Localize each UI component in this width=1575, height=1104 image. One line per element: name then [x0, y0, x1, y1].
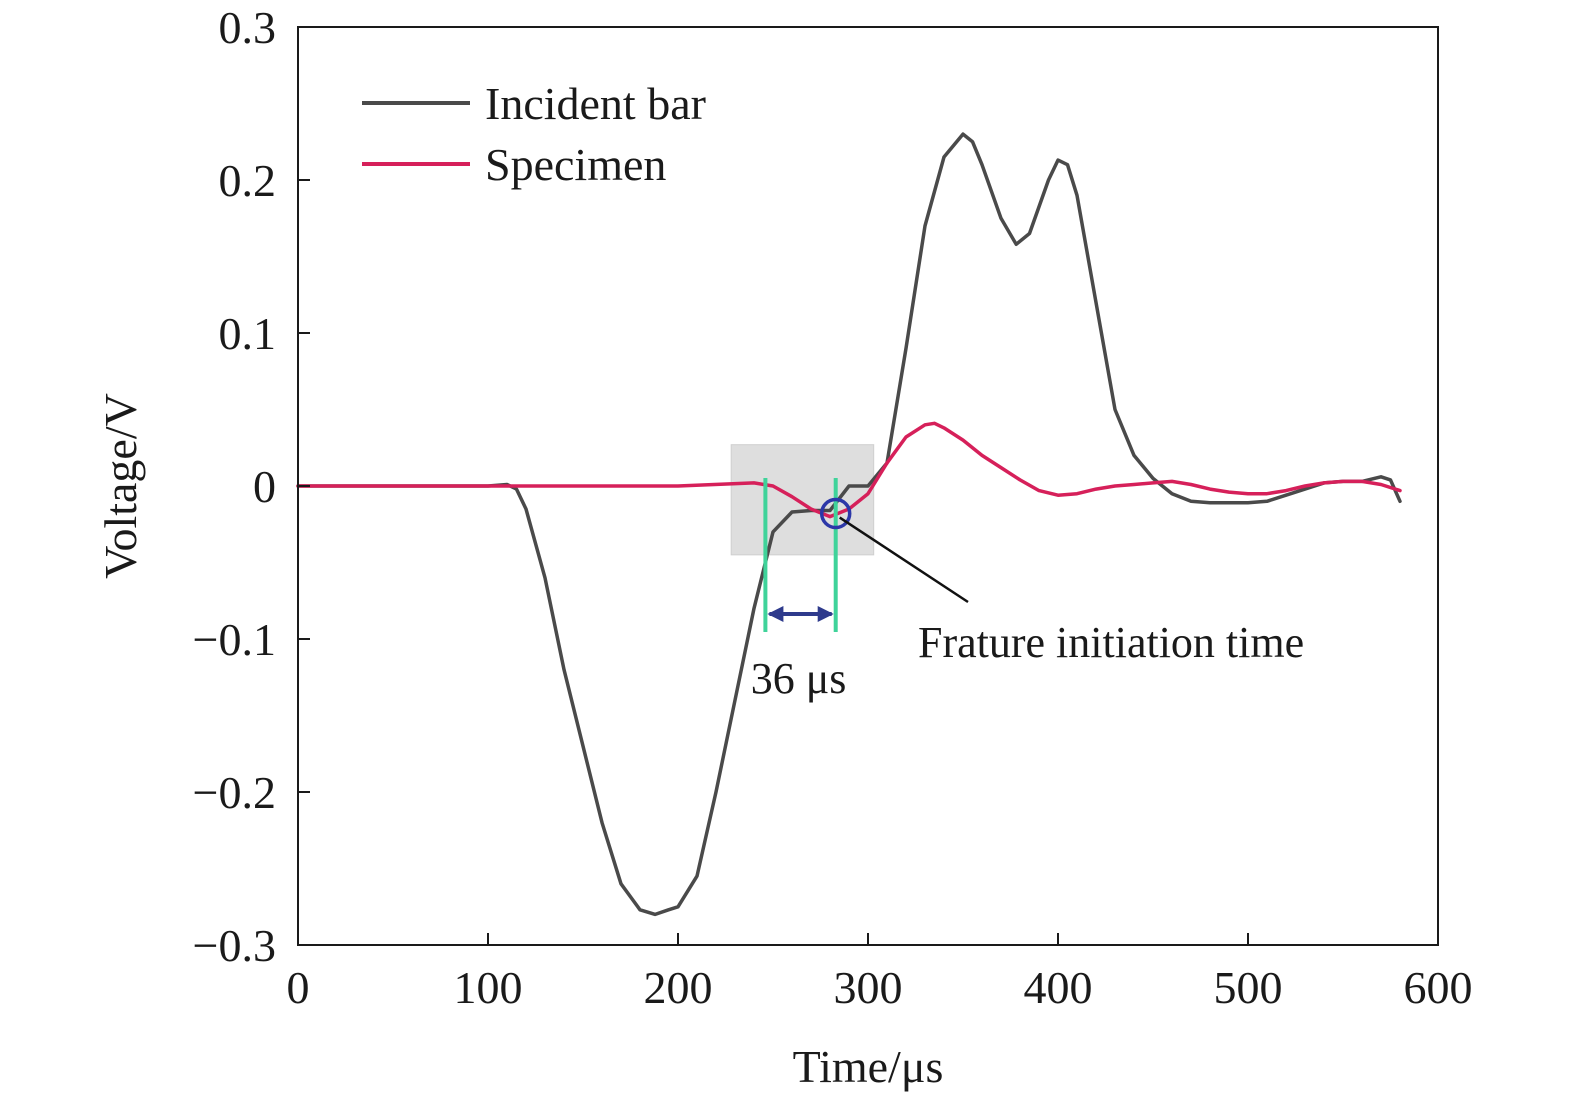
x-tick-label: 100 — [454, 962, 523, 1013]
fracture-initiation-label: Frature initiation time — [918, 618, 1304, 667]
x-tick-label: 300 — [834, 962, 903, 1013]
legend: Incident bar Specimen — [362, 78, 706, 190]
x-tick-label: 0 — [287, 962, 310, 1013]
x-tick-label: 400 — [1024, 962, 1093, 1013]
interval-label: 36 μs — [751, 654, 847, 703]
y-tick-label: 0.3 — [219, 2, 277, 53]
highlight-layer — [730, 444, 875, 556]
y-tick-label: −0.2 — [193, 767, 276, 818]
y-tick-label: −0.1 — [193, 614, 276, 665]
x-tick-label: 600 — [1404, 962, 1473, 1013]
annot-layer — [763, 478, 969, 632]
fracture-point-circle — [819, 497, 852, 530]
series-layer — [296, 132, 1402, 917]
highlight-region — [730, 444, 875, 556]
y-tick-label: 0.2 — [219, 155, 277, 206]
y-tick-label: −0.3 — [193, 920, 276, 971]
y-tick-label: 0 — [253, 461, 276, 512]
legend-label-specimen: Specimen — [485, 139, 666, 190]
series-line-1 — [296, 421, 1402, 519]
y-axis-title: Voltage/V — [95, 393, 146, 579]
ticks-layer: 0 100 200 300 400 500 600 −0.3 −0.2 −0.1 0 0.1 0.2 0.… — [193, 2, 1473, 1013]
x-tick-label: 500 — [1214, 962, 1283, 1013]
interval-arrow-head-right — [817, 606, 834, 622]
y-tick-label: 0.1 — [219, 308, 277, 359]
x-axis-title: Time/μs — [793, 1041, 944, 1092]
fracture-leader-line — [839, 516, 969, 604]
x-tick-label: 200 — [644, 962, 713, 1013]
series-line-0 — [296, 132, 1402, 917]
legend-label-incident-bar: Incident bar — [485, 78, 706, 129]
interval-arrow-head-left — [767, 606, 784, 622]
